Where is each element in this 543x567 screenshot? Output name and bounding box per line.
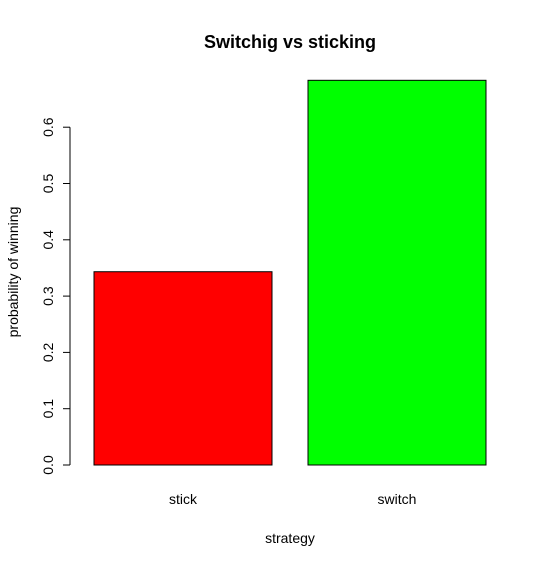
y-axis-label: probability of winning (5, 207, 21, 338)
y-tick-label: 0.6 (40, 117, 56, 137)
y-tick-label: 0.0 (40, 455, 56, 475)
y-tick-label: 0.1 (40, 399, 56, 419)
bar-stick (93, 271, 273, 466)
chart-title: Switchig vs sticking (204, 32, 376, 52)
y-axis: 0.0 0.1 0.2 0.3 0.4 0.5 0.6 (40, 117, 71, 475)
x-axis-label: strategy (265, 530, 315, 546)
category-label-stick: stick (169, 491, 198, 507)
y-tick-label: 0.4 (40, 230, 56, 250)
bar-switch (307, 79, 487, 466)
y-tick-label: 0.3 (40, 286, 56, 306)
category-label-switch: switch (378, 491, 417, 507)
y-tick-label: 0.2 (40, 342, 56, 362)
y-tick-label: 0.5 (40, 174, 56, 194)
bars (93, 79, 487, 466)
category-labels: stick switch (169, 491, 416, 507)
